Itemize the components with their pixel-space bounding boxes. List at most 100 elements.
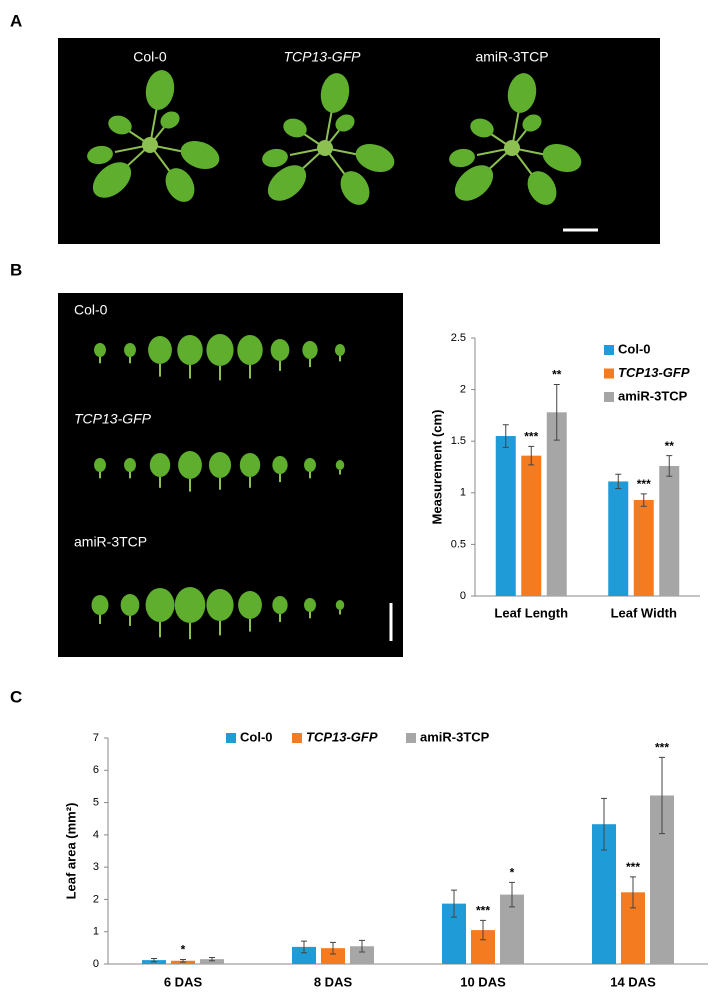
leaf <box>94 343 106 357</box>
leaf <box>148 336 172 364</box>
error-bar <box>509 881 515 908</box>
legend-label: amiR-3TCP <box>420 729 490 744</box>
y-tick-label: 1.5 <box>451 435 466 447</box>
error-bar <box>330 941 336 955</box>
bar <box>495 436 516 596</box>
y-tick-label: 2.5 <box>451 332 466 344</box>
legend-swatch <box>292 733 302 743</box>
photo-label: Col-0 <box>133 49 167 65</box>
error-bar <box>666 455 673 477</box>
leaf <box>94 458 106 472</box>
leaf <box>527 171 557 205</box>
photo-label: TCP13-GFP <box>283 49 361 65</box>
leaf <box>149 453 171 477</box>
y-tick-label: 1 <box>460 487 466 499</box>
significance: ** <box>665 439 675 453</box>
leaf <box>238 591 262 619</box>
leaf <box>206 589 234 621</box>
leaf <box>91 595 109 615</box>
leaf <box>160 111 180 129</box>
y-tick-label: 0 <box>460 590 466 602</box>
error-bar <box>451 889 457 918</box>
leaf <box>304 598 316 612</box>
y-tick-label: 0.5 <box>451 538 466 550</box>
significance: *** <box>637 477 651 491</box>
leaf <box>335 460 345 470</box>
y-axis-title: Measurement (cm) <box>429 410 444 525</box>
leaf <box>272 456 288 474</box>
legend-label: Col-0 <box>618 341 651 356</box>
leaf <box>507 73 537 113</box>
y-tick-label: 2 <box>93 893 99 905</box>
legend-label: TCP13-GFP <box>618 365 690 380</box>
leaf <box>237 335 263 365</box>
y-tick-label: 3 <box>93 861 99 873</box>
panel-label: A <box>10 11 22 30</box>
error-bar <box>180 958 186 963</box>
leaf <box>542 143 582 173</box>
legend-swatch <box>604 392 614 402</box>
error-bar <box>209 957 215 962</box>
y-tick-label: 5 <box>93 796 99 808</box>
error-bar <box>601 797 607 851</box>
leaf <box>165 168 195 202</box>
leaf <box>120 594 140 616</box>
leaf <box>272 596 288 614</box>
panel-label: C <box>10 687 22 706</box>
error-bar <box>502 424 509 448</box>
leaf <box>449 148 475 168</box>
leaf <box>178 451 202 479</box>
leaf <box>206 334 234 366</box>
leaf <box>302 341 318 359</box>
leaf <box>504 140 520 156</box>
x-tick-label: Leaf Length <box>494 605 568 620</box>
leaf <box>340 171 370 205</box>
bar <box>521 455 542 596</box>
leaf <box>267 165 307 201</box>
photo-label: Col-0 <box>74 302 108 318</box>
error-bar <box>659 756 665 835</box>
photo-label: amiR-3TCP <box>475 49 548 65</box>
leaf <box>124 458 136 472</box>
leaf <box>145 588 175 622</box>
leaf <box>355 143 395 173</box>
x-tick-label: 6 DAS <box>164 974 203 989</box>
legend-swatch <box>604 345 614 355</box>
legend-label: amiR-3TCP <box>618 388 688 403</box>
y-tick-label: 4 <box>93 829 99 841</box>
significance: *** <box>655 741 669 755</box>
photo-label: amiR-3TCP <box>74 534 147 550</box>
y-tick-label: 6 <box>93 764 99 776</box>
error-bar <box>553 383 560 441</box>
legend-label: TCP13-GFP <box>306 729 378 744</box>
leaf <box>320 73 350 113</box>
leaf <box>335 600 345 610</box>
bar <box>659 465 680 596</box>
error-bar <box>301 940 307 954</box>
leaf <box>239 453 261 477</box>
leaf <box>177 335 203 365</box>
leaf <box>317 140 333 156</box>
significance: *** <box>476 904 490 918</box>
error-bar <box>630 876 636 909</box>
leaf <box>124 343 136 357</box>
x-tick-label: 10 DAS <box>460 974 506 989</box>
significance: ** <box>552 368 562 382</box>
leaf <box>208 452 232 478</box>
y-axis-title: Leaf area (mm²) <box>63 803 78 900</box>
bar <box>321 948 345 964</box>
leaf <box>145 70 175 110</box>
bar <box>292 946 316 964</box>
x-tick-label: 8 DAS <box>314 974 353 989</box>
y-tick-label: 2 <box>460 384 466 396</box>
error-bar <box>480 919 486 941</box>
leaf <box>304 458 316 472</box>
y-tick-label: 0 <box>93 958 99 970</box>
significance: * <box>181 943 186 957</box>
bar <box>200 959 224 964</box>
leaf <box>174 587 206 623</box>
leaf <box>108 115 132 135</box>
leaf <box>270 339 290 361</box>
legend-swatch <box>226 733 236 743</box>
